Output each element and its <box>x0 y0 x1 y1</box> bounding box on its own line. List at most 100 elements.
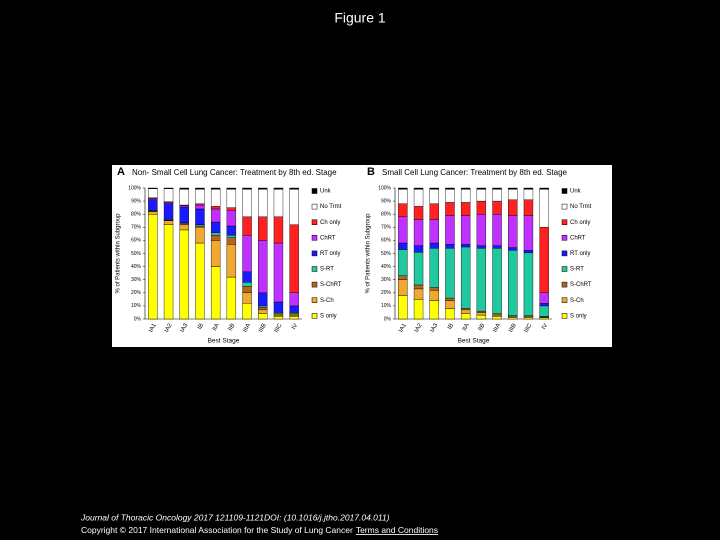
legend-swatch <box>561 235 568 241</box>
bar-segment <box>413 284 424 290</box>
y-tick-label: 70% <box>131 225 142 231</box>
bar-segment <box>523 187 534 190</box>
legend-label: S only <box>320 313 337 319</box>
bar-segment <box>429 187 439 190</box>
bar-segment <box>148 213 158 320</box>
bar-segment <box>226 244 237 278</box>
legend-swatch <box>311 297 318 303</box>
y-tick-label: 0% <box>134 316 142 322</box>
bar-segment <box>539 187 549 190</box>
y-tick-label: 80% <box>131 212 142 218</box>
bar-segment <box>398 295 408 320</box>
bar-segment <box>445 187 455 190</box>
bar-segment <box>179 206 189 223</box>
bar-segment <box>226 189 237 208</box>
legend-label: ChRT <box>570 235 586 241</box>
bar-segment <box>413 189 424 207</box>
legend-label: No Trmt <box>570 204 592 210</box>
x-tick-label: IIA <box>212 323 221 332</box>
x-tick-label: IIIA <box>492 323 502 334</box>
bar-segment <box>460 246 471 309</box>
bar-segment <box>492 189 502 202</box>
bar-segment <box>258 309 268 314</box>
bar-segment <box>539 303 549 307</box>
y-tick-label: 40% <box>381 264 392 270</box>
legend-swatch <box>311 188 318 194</box>
bar-segment <box>398 275 408 280</box>
bar-segment <box>476 312 487 316</box>
bar-segment <box>258 187 268 190</box>
bar-segment <box>460 244 471 248</box>
legend-label: Unk <box>570 189 582 195</box>
legend-label: S-RT <box>570 267 584 273</box>
legend-swatch <box>311 203 318 210</box>
x-tick-label: IB <box>447 323 455 331</box>
y-tick-label: 60% <box>381 238 392 244</box>
bar-segment <box>398 189 408 204</box>
x-axis-label: Best Stage <box>208 338 240 345</box>
citation: Journal of Thoracic Oncology 2017 121109… <box>80 512 390 522</box>
bar-segment <box>195 242 205 320</box>
y-axis-label: % of Patients within Subgroup <box>116 213 122 294</box>
bar-segment <box>179 189 189 206</box>
bar-segment <box>476 245 487 249</box>
bar-segment <box>492 187 502 190</box>
bar-segment <box>210 189 221 207</box>
bar-segment <box>445 297 455 301</box>
bar-segment <box>429 300 439 320</box>
bar-segment <box>258 240 268 293</box>
bar-segment <box>523 250 534 254</box>
x-tick-label: IIIC <box>274 322 284 334</box>
bar-segment <box>523 252 534 316</box>
x-tick-label: IIIC <box>524 322 534 334</box>
x-tick-label: IA1 <box>148 322 158 333</box>
bar-segment <box>195 204 205 210</box>
bar-segment <box>460 309 471 314</box>
bar-segment <box>508 189 518 200</box>
bar-segment <box>398 203 408 218</box>
bar-segment <box>460 189 471 203</box>
x-tick-label: IA2 <box>414 322 424 333</box>
bar-segment <box>179 229 189 320</box>
bar-segment <box>226 210 237 227</box>
bar-segment <box>273 187 284 190</box>
y-tick-label: 90% <box>131 198 142 204</box>
bar-segment <box>445 215 455 245</box>
bar-segment <box>413 219 424 246</box>
bar-segment <box>445 308 455 320</box>
bar-segment <box>226 207 237 211</box>
chart-title: Non- Small Cell Lung Cancer: Treatment b… <box>132 168 337 177</box>
legend-label: Ch only <box>320 220 340 226</box>
y-tick-label: 50% <box>381 251 392 257</box>
y-tick-label: 50% <box>131 251 142 257</box>
bar-segment <box>398 242 408 250</box>
x-tick-label: IV <box>291 323 299 331</box>
legend-label: ChRT <box>320 235 336 241</box>
y-tick-label: 70% <box>381 225 392 231</box>
bar-segment <box>242 271 252 283</box>
bar-segment <box>148 211 158 215</box>
bar-segment <box>289 187 299 190</box>
y-tick-label: 60% <box>131 238 142 244</box>
bar-segment <box>398 279 408 296</box>
bar-segment <box>242 292 252 304</box>
bar-segment <box>523 189 534 200</box>
y-tick-label: 30% <box>131 277 142 283</box>
bar-segment <box>413 299 424 320</box>
bar-segment <box>445 189 455 203</box>
bar-segment <box>476 200 487 215</box>
bar-segment <box>539 305 549 317</box>
bar-segment <box>413 187 424 190</box>
bar-segment <box>539 189 549 228</box>
bar-segment <box>429 289 439 301</box>
y-tick-label: 20% <box>131 290 142 296</box>
y-axis-label: % of Patients within Subgroup <box>366 213 372 294</box>
x-tick-label: IIA <box>462 323 471 332</box>
bar-segment <box>289 316 299 320</box>
bar-segment <box>210 234 221 241</box>
bar-segment <box>429 242 439 249</box>
terms-link[interactable]: Terms and Conditions <box>356 525 438 535</box>
bar-segment <box>226 276 237 320</box>
bar-segment <box>523 199 534 216</box>
bar-segment <box>195 227 205 244</box>
